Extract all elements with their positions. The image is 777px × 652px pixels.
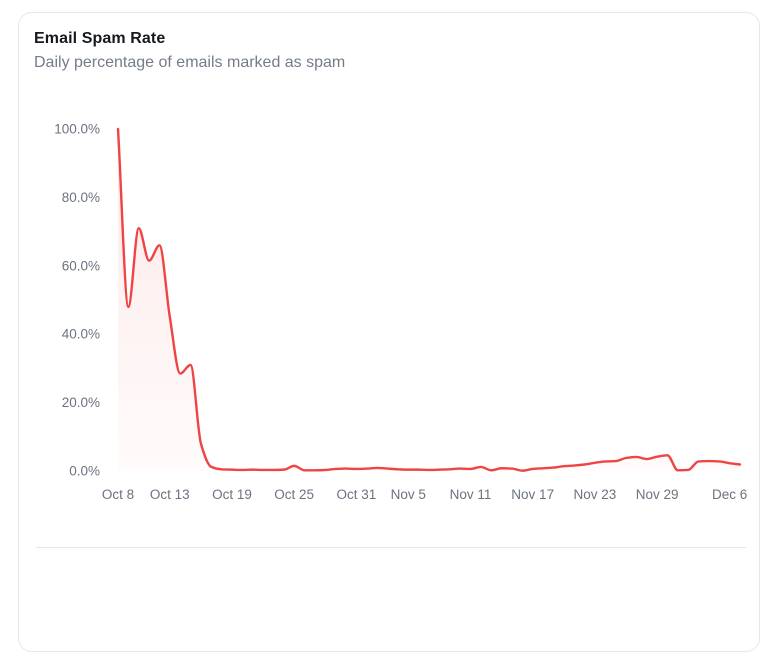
chart-title: Email Spam Rate: [34, 30, 166, 47]
y-axis-tick-label: 60.0%: [62, 258, 100, 273]
spam-rate-area-chart: 0.0% 20.0% 40.0% 60.0% 80.0% 100.0% Oct 8 Oct 1…: [54, 122, 747, 503]
x-axis-tick-label: Nov 29: [636, 487, 679, 502]
email-spam-rate-card: Email Spam Rate Daily percentage of emai…: [18, 12, 760, 652]
card-header: Email Spam Rate Daily percentage of emai…: [19, 13, 759, 72]
y-axis-tick-label: 80.0%: [62, 190, 100, 205]
section-divider: [36, 547, 746, 548]
area-fill: [118, 129, 740, 471]
y-axis-tick-label: 40.0%: [62, 327, 100, 342]
x-axis-tick-label: Dec 6: [712, 487, 747, 502]
x-axis-tick-label: Nov 17: [511, 487, 554, 502]
y-axis-tick-label: 100.0%: [54, 122, 100, 137]
x-axis-tick-label: Nov 11: [450, 487, 492, 502]
x-axis-tick-label: Oct 19: [212, 487, 252, 502]
chart-subtitle: Daily percentage of emails marked as spa…: [34, 54, 346, 71]
y-axis-tick-label: 0.0%: [69, 464, 100, 479]
x-axis-tick-label: Nov 23: [574, 487, 617, 502]
x-axis-tick-label: Oct 31: [337, 487, 377, 502]
x-axis-tick-label: Oct 25: [274, 487, 314, 502]
x-axis-tick-label: Oct 13: [150, 487, 190, 502]
x-axis-tick-label: Nov 5: [391, 487, 426, 502]
x-axis-tick-label: Oct 8: [102, 487, 134, 502]
spam-rate-line: [116, 127, 742, 472]
y-axis-tick-label: 20.0%: [62, 395, 100, 410]
